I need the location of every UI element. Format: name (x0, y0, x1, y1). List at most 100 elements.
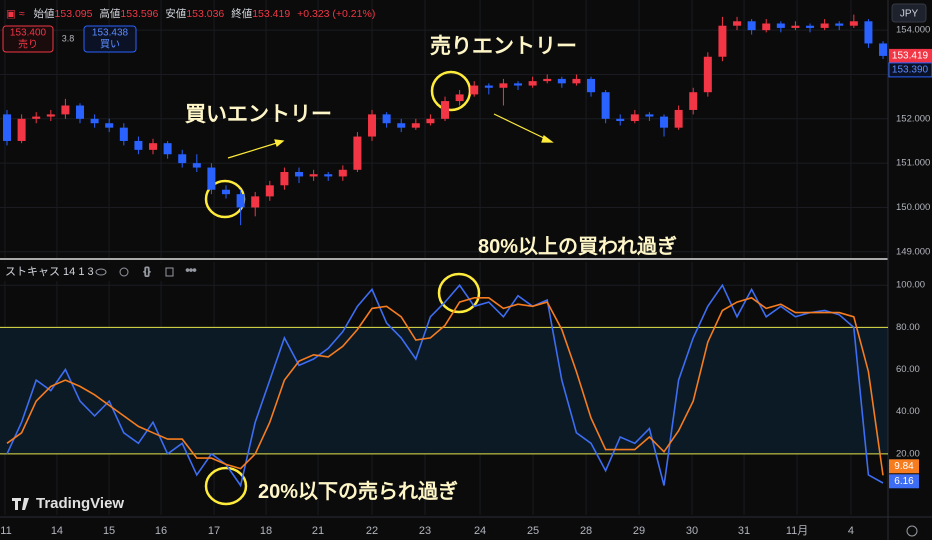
highlight-circles (204, 70, 481, 506)
candle-body (236, 194, 245, 208)
indicator-icons: {} ••• (95, 265, 197, 278)
candle-body (557, 78, 566, 84)
x-tick-label: 22 (366, 525, 378, 537)
gear-icon[interactable] (119, 267, 129, 277)
candle-body (455, 94, 464, 102)
trash-icon[interactable] (165, 267, 174, 277)
x-tick-label: 14 (51, 525, 63, 537)
sell-price: 153.400 (10, 28, 47, 39)
candle-body (3, 114, 12, 141)
low-label: 安値 (165, 8, 187, 20)
code-icon[interactable]: {} (143, 266, 151, 278)
price-label: 153.390 (892, 65, 929, 76)
candle-body (718, 25, 727, 57)
last-price-box (889, 48, 932, 63)
candle-body (849, 21, 858, 26)
x-tick-label: 11 (0, 525, 11, 537)
candle-body (820, 23, 829, 28)
candle-body (411, 123, 420, 128)
x-tick-label: 29 (633, 525, 645, 537)
logo-text: TradingView (36, 495, 124, 512)
spread: 3.8 (62, 33, 75, 43)
x-tick-label: 15 (103, 525, 115, 537)
arrow (493, 113, 549, 141)
change-value: +0.323 (+0.21%) (297, 8, 376, 20)
candle-body (689, 92, 698, 110)
sell-button[interactable] (2, 25, 54, 53)
logo-mark (12, 498, 29, 510)
arrowhead (541, 135, 554, 143)
candle-body (324, 174, 333, 177)
close-value: 153.419 (252, 8, 291, 20)
last-value-label: 6.16 (894, 476, 914, 487)
currency: JPY (900, 9, 919, 20)
more-icon[interactable]: ••• (185, 265, 197, 277)
x-tick-label: 23 (419, 525, 431, 537)
candle-body (660, 116, 669, 128)
circle (430, 70, 472, 112)
buy-button[interactable] (83, 25, 137, 53)
settings-icon[interactable] (906, 525, 918, 537)
candle-body (616, 118, 625, 122)
y-tick-label: 40.00 (896, 406, 920, 417)
x-tick-label: 18 (260, 525, 272, 537)
candle-body (265, 185, 274, 197)
circle (204, 466, 248, 506)
indicator-label[interactable]: ストキャス 14 1 3 (5, 266, 94, 278)
candle-body (426, 118, 435, 124)
open-label: 始値 (33, 8, 55, 20)
candle-body (630, 114, 639, 122)
eye-icon[interactable] (95, 268, 107, 276)
candle-body (835, 23, 844, 26)
last-value-label: 9.84 (894, 461, 914, 472)
candle-body (674, 109, 683, 128)
arrows (227, 113, 554, 159)
y-tick-label: 60.00 (896, 364, 920, 375)
y-tick-label: 149.000 (896, 246, 930, 257)
candle-body (587, 78, 596, 93)
y-tick-label: 151.000 (896, 158, 930, 169)
x-tick-label: 11月 (786, 525, 808, 537)
candle-body (864, 21, 873, 44)
annotation: 買いエントリー (185, 103, 332, 126)
x-tick-label: 30 (686, 525, 698, 537)
x-tick-label: 17 (208, 525, 220, 537)
candle-body (76, 105, 85, 119)
candle-body (703, 56, 712, 93)
candle-body (572, 78, 581, 84)
candle-body (295, 172, 304, 177)
candle-body (806, 25, 815, 28)
candle-body (514, 83, 523, 86)
candle-body (601, 92, 610, 119)
arrow (227, 141, 281, 159)
close-label: 終値 (231, 8, 253, 20)
y-tick-label: 80.00 (896, 322, 920, 333)
candle-body (251, 196, 260, 208)
candle-body (134, 140, 143, 150)
price-label-box (888, 62, 932, 78)
circle (437, 272, 481, 314)
candle-body (484, 85, 493, 88)
last-value-box (889, 474, 919, 489)
x-tick-label: 21 (312, 525, 324, 537)
candle-body (149, 143, 158, 150)
y-tick-label: 152.000 (896, 113, 930, 124)
candle-body (163, 143, 172, 155)
candle-body (470, 85, 479, 95)
currency-box[interactable] (891, 3, 927, 23)
x-tick-label: 28 (580, 525, 592, 537)
sell-label: 売り (18, 38, 38, 51)
candle-body (178, 154, 187, 164)
indicator-bar (0, 263, 205, 281)
y-tick-label: 100.00 (896, 280, 925, 291)
candle-body (762, 23, 771, 31)
ohlc-header: ▣ ≈ 始値153.095 高値153.596 安値153.036 終値153.… (6, 8, 376, 20)
x-tick-label: 25 (527, 525, 539, 537)
candle-body (192, 163, 201, 168)
candle-body (441, 101, 450, 119)
candle-body (733, 21, 742, 26)
high-label: 高値 (99, 8, 121, 20)
x-tick-label: 31 (738, 525, 750, 537)
candle-body (499, 83, 508, 88)
